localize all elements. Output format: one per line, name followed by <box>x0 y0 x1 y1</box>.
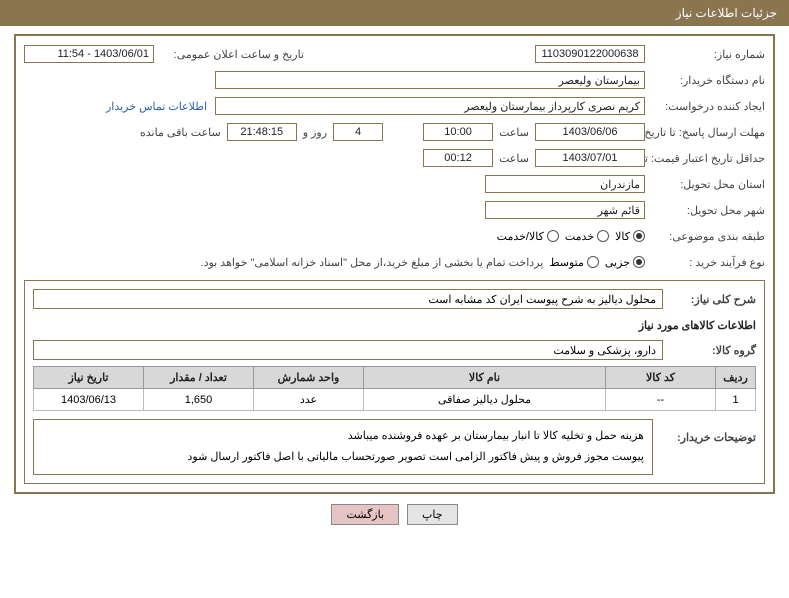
buyer-org-value: بیمارستان ولیعصر <box>215 71 645 89</box>
overall-value: محلول دیالیز به شرح پیوست ایران کد مشابه… <box>33 289 663 309</box>
city-value: قائم شهر <box>485 201 645 219</box>
radio-khedmat[interactable]: خدمت <box>565 230 609 243</box>
back-button[interactable]: بازگشت <box>331 504 399 525</box>
requester-value: کریم نصری کارپرداز بیمارستان ولیعصر <box>215 97 645 115</box>
hour-label-1: ساعت <box>499 126 529 139</box>
page-title: جزئیات اطلاعات نیاز <box>676 6 777 20</box>
remain-label: ساعت باقی مانده <box>140 126 221 139</box>
group-value: دارو، پزشکی و سلامت <box>33 340 663 360</box>
province-value: مازندران <box>485 175 645 193</box>
announce-label: تاریخ و ساعت اعلان عمومی: <box>154 48 304 61</box>
main-panel: شماره نیاز: 1103090122000638 تاریخ و ساع… <box>14 34 775 494</box>
price-valid-hour: 00:12 <box>423 149 493 167</box>
radio-empty-icon <box>547 230 559 242</box>
table-cell: 1,650 <box>144 389 254 411</box>
radio-medium[interactable]: متوسط <box>549 256 599 269</box>
announce-value: 1403/06/01 - 11:54 <box>24 45 154 63</box>
radio-dot-icon <box>633 230 645 242</box>
table-header: کد کالا <box>606 367 716 389</box>
reply-date: 1403/06/06 <box>535 123 645 141</box>
table-header: ردیف <box>716 367 756 389</box>
reply-deadline-label: مهلت ارسال پاسخ: تا تاریخ: <box>645 126 765 139</box>
radio-both[interactable]: کالا/خدمت <box>497 230 559 243</box>
radio-empty-icon <box>587 256 599 268</box>
countdown-timer: 21:48:15 <box>227 123 297 141</box>
category-radio-group: کالا خدمت کالا/خدمت <box>497 230 645 243</box>
overall-label: شرح کلی نیاز: <box>671 293 756 306</box>
radio-minor[interactable]: جزیی <box>605 256 645 269</box>
hour-label-2: ساعت <box>499 152 529 165</box>
radio-kala[interactable]: کالا <box>615 230 645 243</box>
details-section: شرح کلی نیاز: محلول دیالیز به شرح پیوست … <box>24 280 765 484</box>
page-header: جزئیات اطلاعات نیاز <box>0 0 789 26</box>
footer-buttons: چاپ بازگشت <box>0 504 789 525</box>
buyer-desc-label: توضیحات خریدار: <box>661 419 756 444</box>
buyer-desc-line2: پیوست مجوز فروش و پیش فاکتور الزامی است … <box>42 447 644 468</box>
radio-kala-label: کالا <box>615 230 630 243</box>
items-table: ردیفکد کالانام کالاواحد شمارشتعداد / مقد… <box>33 366 756 411</box>
price-valid-date: 1403/07/01 <box>535 149 645 167</box>
days-and-label: روز و <box>303 126 327 139</box>
table-row: 1--محلول دیالیز صفاقیعدد1,6501403/06/13 <box>34 389 756 411</box>
city-label: شهر محل تحویل: <box>645 204 765 217</box>
days-remaining: 4 <box>333 123 383 141</box>
print-button[interactable]: چاپ <box>407 504 458 525</box>
buyer-desc-line1: هزینه حمل و تخلیه کالا تا انبار بیمارستا… <box>42 426 644 447</box>
table-cell: عدد <box>254 389 364 411</box>
radio-minor-label: جزیی <box>605 256 630 269</box>
table-header: واحد شمارش <box>254 367 364 389</box>
table-cell: 1403/06/13 <box>34 389 144 411</box>
need-no-value: 1103090122000638 <box>535 45 645 63</box>
process-note: پرداخت تمام یا بخشی از مبلغ خرید،از محل … <box>201 256 544 269</box>
requester-label: ایجاد کننده درخواست: <box>645 100 765 113</box>
radio-empty-icon <box>597 230 609 242</box>
process-label: نوع فرآیند خرید : <box>645 256 765 269</box>
table-header: تعداد / مقدار <box>144 367 254 389</box>
radio-both-label: کالا/خدمت <box>497 230 544 243</box>
province-label: استان محل تحویل: <box>645 178 765 191</box>
radio-khedmat-label: خدمت <box>565 230 594 243</box>
table-header: نام کالا <box>364 367 606 389</box>
table-cell: 1 <box>716 389 756 411</box>
table-header: تاریخ نیاز <box>34 367 144 389</box>
radio-dot-icon <box>633 256 645 268</box>
buyer-desc-box: هزینه حمل و تخلیه کالا تا انبار بیمارستا… <box>33 419 653 475</box>
table-cell: -- <box>606 389 716 411</box>
process-radio-group: جزیی متوسط <box>549 256 645 269</box>
radio-medium-label: متوسط <box>549 256 584 269</box>
reply-hour: 10:00 <box>423 123 493 141</box>
buyer-contact-link[interactable]: اطلاعات تماس خریدار <box>106 100 207 113</box>
table-cell: محلول دیالیز صفاقی <box>364 389 606 411</box>
need-no-label: شماره نیاز: <box>645 48 765 61</box>
items-section-title: اطلاعات کالاهای مورد نیاز <box>33 319 756 332</box>
category-label: طبقه بندی موضوعی: <box>645 230 765 243</box>
buyer-org-label: نام دستگاه خریدار: <box>645 74 765 87</box>
group-label: گروه کالا: <box>671 344 756 357</box>
